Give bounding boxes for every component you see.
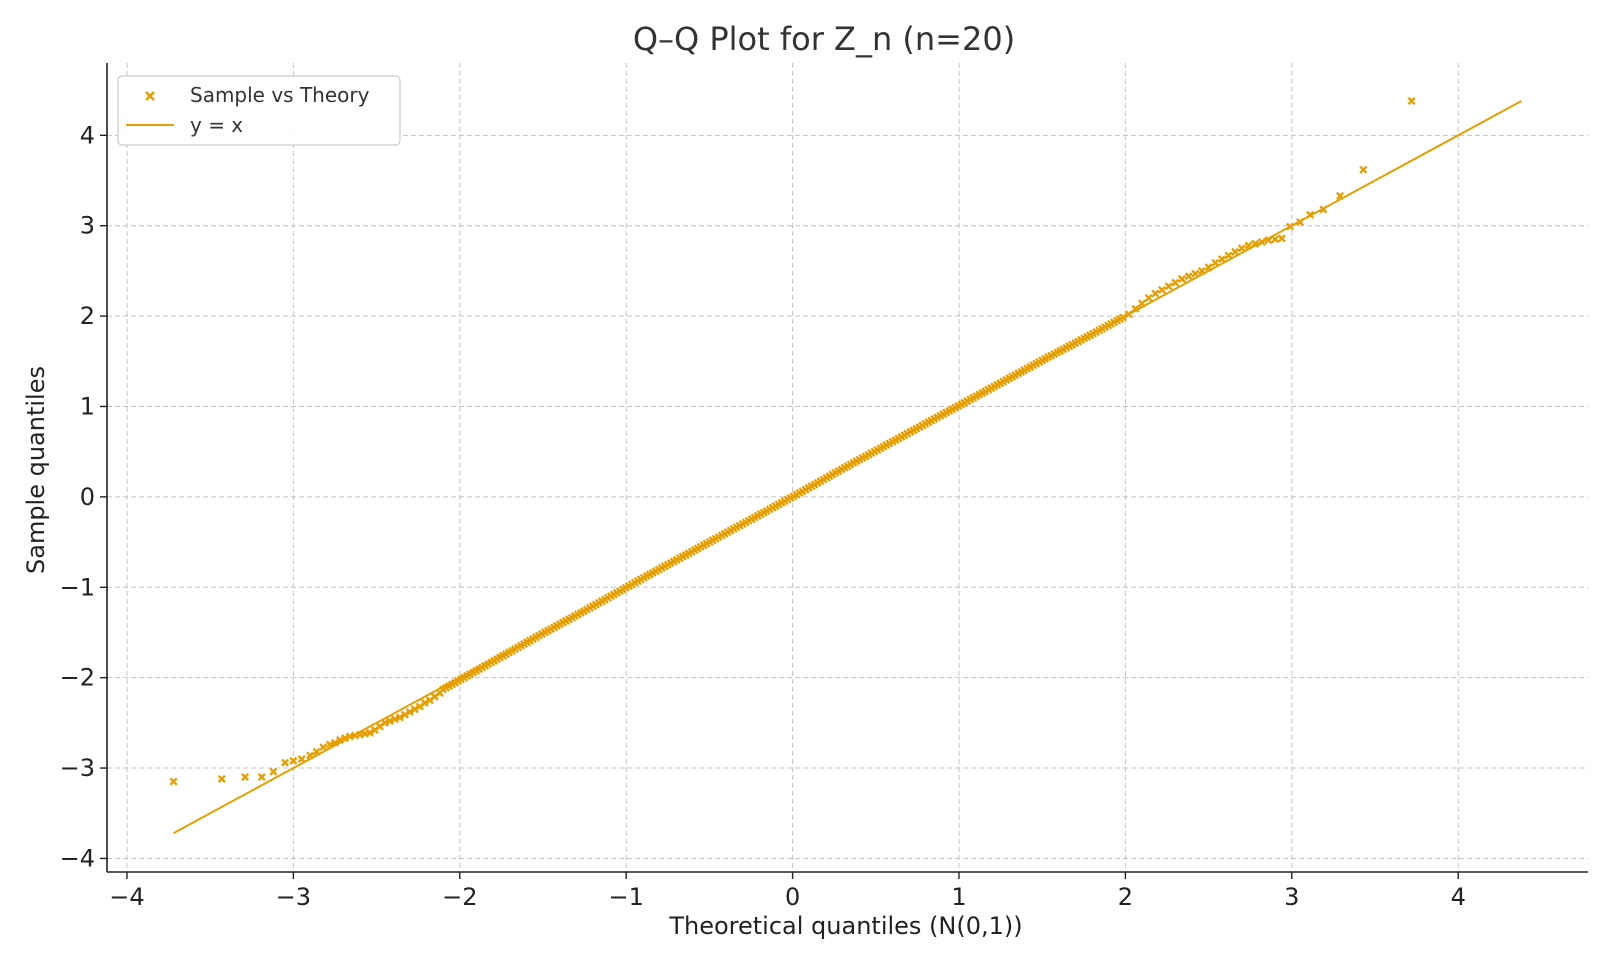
scatter-point (1277, 234, 1286, 243)
x-tick-label: 0 (785, 883, 800, 911)
tick-layer: −4 −3 −2 −1 0 1 2 3 4 −4 −3 −2 −1 0 1 2 3 4 (60, 121, 1466, 911)
y-tick-label: 4 (80, 121, 95, 149)
legend-label-sample: Sample vs Theory (190, 83, 370, 107)
scatter-point (1336, 191, 1345, 200)
x-tick-label: −2 (442, 883, 477, 911)
legend-label-line: y = x (190, 113, 243, 137)
scatter-point (1237, 244, 1246, 253)
scatter-point (1157, 285, 1167, 294)
x-tick-label: 1 (951, 883, 966, 911)
scatter-point (325, 740, 335, 749)
y-tick-label: −3 (60, 754, 95, 782)
scatter-point (395, 713, 404, 722)
scatter-point (289, 756, 298, 765)
y-tick-label: −2 (60, 664, 95, 692)
scatter-point (1151, 289, 1160, 298)
scatter-point (1131, 304, 1140, 313)
legend-marker-x-icon (145, 91, 155, 101)
scatter-point (1264, 236, 1273, 245)
scatter-point (1144, 293, 1153, 303)
scatter-point (410, 705, 419, 714)
scatter-point (305, 751, 315, 760)
scatter-point (1217, 255, 1226, 264)
grid-layer (107, 63, 1588, 872)
legend-box (117, 75, 401, 146)
data-layer (169, 96, 1522, 835)
scatter-point (1137, 299, 1147, 308)
scatter-point (257, 773, 266, 782)
x-tick-label: −4 (109, 883, 144, 911)
scatter-point (1224, 251, 1233, 260)
scatter-point (1407, 96, 1416, 106)
x-tick-label: 3 (1284, 883, 1299, 911)
scatter-point (1271, 235, 1280, 244)
x-tick-label: 2 (1118, 883, 1133, 911)
scatter-point (1197, 266, 1206, 275)
scatter-point (365, 728, 374, 737)
scatter-point (241, 773, 250, 782)
scatter-point (340, 734, 350, 743)
x-tick-label: −3 (276, 883, 311, 911)
axis-layer (106, 63, 1588, 873)
scatter-point (1191, 269, 1200, 278)
scatter-point (1244, 241, 1253, 250)
scatter-point (1296, 218, 1305, 227)
legend: Sample vs Theory y = x (117, 75, 401, 146)
scatter-point (1286, 222, 1295, 231)
scatter-point (405, 707, 414, 717)
scatter-point (385, 716, 394, 726)
scatter-point (1171, 278, 1180, 287)
y-tick-label: 0 (80, 483, 95, 511)
scatter-point (1204, 263, 1213, 272)
scatter-point (1359, 165, 1368, 174)
scatter-point (1119, 313, 1128, 322)
scatter-point (1306, 210, 1315, 219)
scatter-point (269, 767, 278, 776)
scatter-point (1184, 272, 1193, 281)
scatter-point (217, 774, 226, 783)
scatter-point (1177, 274, 1187, 284)
y-tick-label: −1 (60, 573, 95, 601)
scatter-point (312, 747, 321, 756)
scatter-point (1231, 247, 1240, 256)
y-tick-label: 2 (80, 302, 95, 330)
scatter-point (1251, 239, 1260, 248)
y-axis-label: Sample quantiles (22, 366, 50, 574)
scatter-point (1257, 237, 1266, 247)
scatter-point (1124, 310, 1133, 319)
scatter-point (169, 777, 178, 786)
scatter-point (330, 738, 340, 747)
scatter-point (400, 710, 409, 719)
chart-title: Q–Q Plot for Z_n (n=20) (633, 20, 1015, 58)
x-axis-label: Theoretical quantiles (N(0,1)) (668, 912, 1022, 940)
y-tick-label: −4 (60, 844, 95, 872)
scatter-point (335, 735, 345, 745)
x-tick-label: 4 (1451, 883, 1466, 911)
x-tick-label: −1 (608, 883, 643, 911)
y-tick-label: 3 (80, 212, 95, 240)
scatter-point (380, 718, 389, 727)
scatter-point (390, 715, 399, 724)
scatter-point (420, 698, 429, 708)
scatter-point (281, 758, 290, 767)
y-tick-label: 1 (80, 392, 95, 420)
scatter-point (319, 743, 328, 752)
scatter-point (297, 754, 306, 764)
scatter-point (1319, 205, 1328, 214)
scatter-point (1164, 282, 1173, 291)
scatter-point (1211, 258, 1220, 267)
